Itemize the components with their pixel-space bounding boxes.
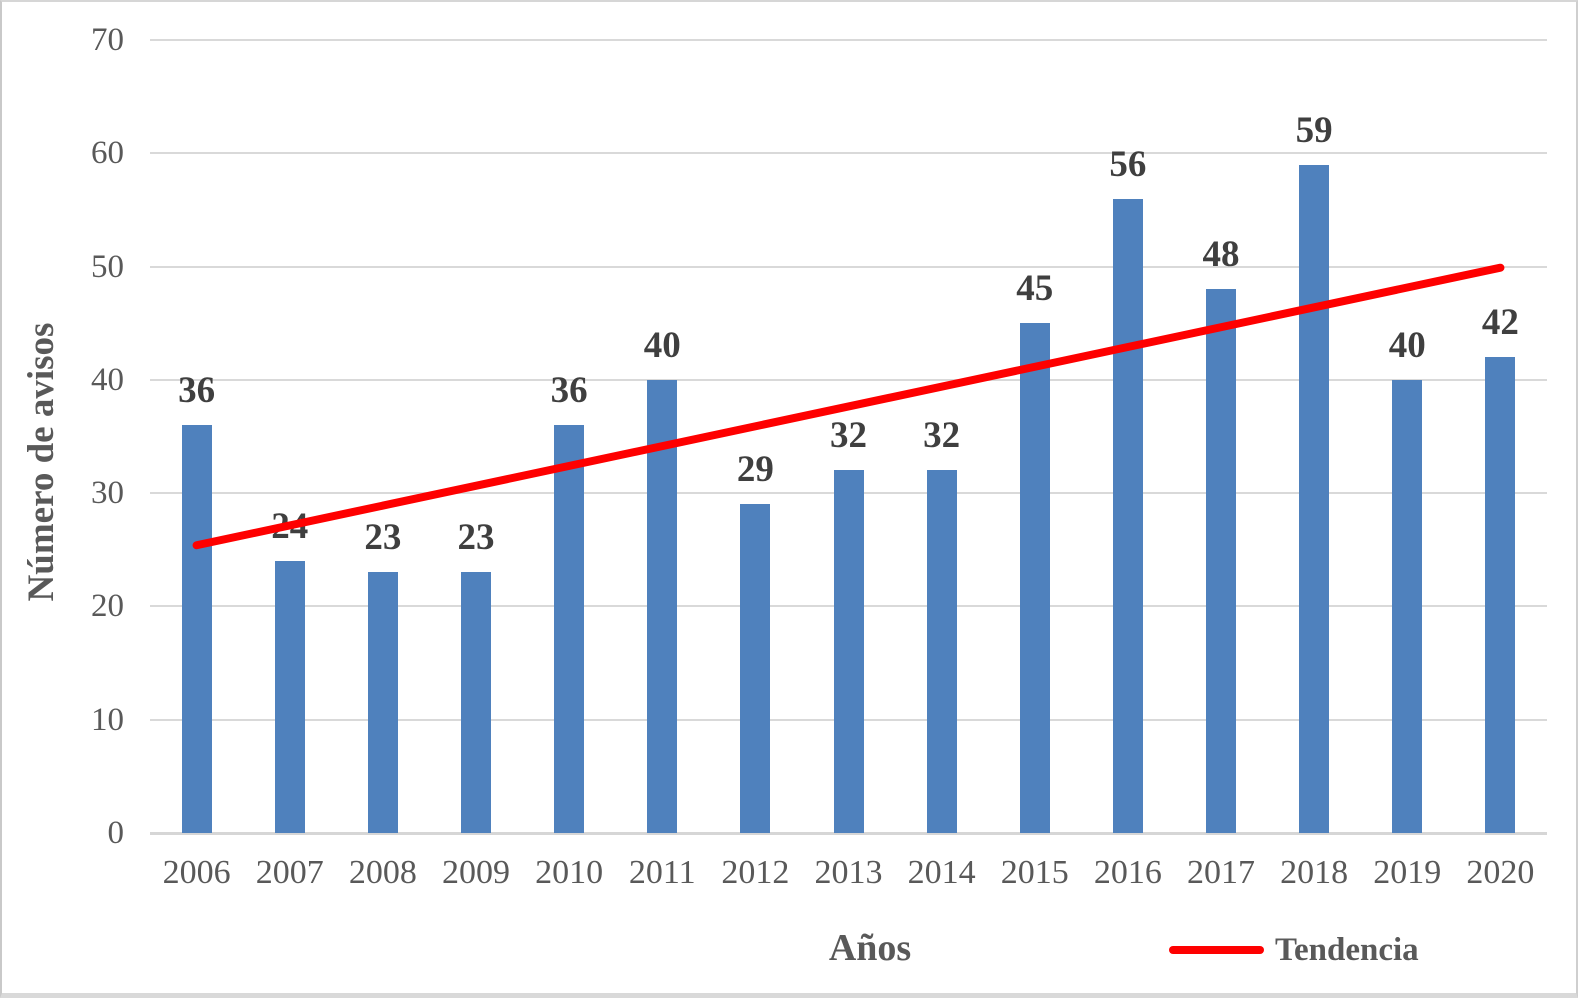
bar-2008 [367, 572, 398, 833]
bar-label-2020: 42 [1481, 302, 1519, 344]
x-label-2014: 2014 [907, 854, 976, 891]
bar-label-2016: 56 [1109, 143, 1147, 185]
bar-2015 [1019, 323, 1050, 833]
bar-2019 [1392, 379, 1423, 833]
bar-label-2010: 36 [550, 370, 588, 412]
x-label-2011: 2011 [628, 854, 696, 891]
gridline-40 [150, 378, 1547, 381]
x-axis-title: Años [828, 927, 912, 969]
bar-label-2009: 23 [457, 517, 495, 559]
bar-2010 [554, 425, 585, 833]
x-label-2007: 2007 [255, 854, 324, 891]
x-label-2006: 2006 [162, 854, 231, 891]
x-label-2015: 2015 [1000, 854, 1069, 891]
bar-label-2015: 45 [1016, 268, 1054, 310]
bar-2009 [460, 572, 491, 833]
bar-label-2014: 32 [923, 415, 961, 457]
x-label-2016: 2016 [1093, 854, 1162, 891]
y-tick-10: 10 [91, 701, 124, 738]
x-label-2010: 2010 [535, 854, 604, 891]
gridline-0 [150, 831, 1547, 835]
x-label-2013: 2013 [814, 854, 883, 891]
bar-label-2017: 48 [1202, 234, 1240, 276]
x-label-2019: 2019 [1373, 854, 1442, 891]
trend-line-legend-icon [1169, 946, 1264, 954]
bar-label-2013: 32 [830, 415, 867, 457]
y-tick-20: 20 [91, 588, 124, 625]
y-tick-40: 40 [91, 361, 124, 398]
x-label-2008: 2008 [348, 854, 417, 891]
x-label-2018: 2018 [1280, 854, 1349, 891]
x-label-2020: 2020 [1466, 854, 1535, 891]
bar-label-2019: 40 [1388, 324, 1426, 366]
bar-label-2018: 59 [1295, 109, 1333, 151]
gridline-70 [150, 39, 1547, 41]
y-tick-50: 50 [91, 248, 124, 285]
bar-label-2006: 36 [178, 370, 216, 412]
x-label-2012: 2012 [721, 854, 790, 891]
legend: Tendencia [1169, 927, 1419, 973]
bar-2011 [647, 379, 678, 833]
y-tick-70: 70 [91, 22, 124, 58]
bar-label-2007: 24 [271, 506, 309, 548]
y-tick-0: 0 [107, 815, 125, 851]
bar-2014 [926, 470, 957, 833]
bar-label-2012: 29 [736, 449, 774, 491]
bar-2017 [1206, 289, 1237, 833]
y-axis-title: Número de avisos [21, 322, 62, 602]
bar-2007 [274, 561, 305, 833]
bar-2006 [181, 425, 212, 833]
bar-label-2011: 40 [643, 324, 681, 366]
bar-2013 [833, 470, 864, 833]
bar-label-2008: 23 [364, 517, 402, 559]
y-tick-30: 30 [91, 475, 124, 512]
y-tick-60: 60 [91, 135, 124, 172]
bar-2018 [1299, 164, 1330, 833]
gridline-50 [150, 265, 1547, 268]
x-label-2017: 2017 [1187, 854, 1256, 891]
legend-label: Tendencia [1275, 932, 1419, 968]
bar-2016 [1112, 198, 1143, 833]
x-label-2009: 2009 [441, 854, 510, 891]
bar-2020 [1485, 357, 1516, 833]
gridline-60 [150, 152, 1547, 155]
bar-2012 [740, 504, 771, 833]
